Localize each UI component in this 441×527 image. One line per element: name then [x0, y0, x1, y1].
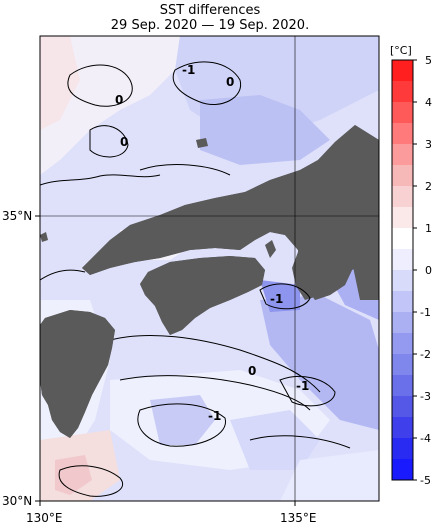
contour-label: 0	[115, 93, 123, 107]
colorbar-tick-label: 3	[425, 138, 432, 151]
x-tick-label: 130°E	[26, 511, 63, 525]
map-plot-area	[40, 36, 379, 501]
colorbar-tick-label: -4	[420, 432, 431, 445]
colorbar-swatch	[392, 102, 413, 124]
colorbar-swatch	[392, 354, 413, 376]
colorbar-swatch	[392, 438, 413, 460]
contour-label: -1	[208, 409, 221, 423]
colorbar-swatch	[392, 249, 413, 271]
x-tick-label: 135°E	[280, 511, 317, 525]
colorbar-tick-label: 5	[425, 54, 432, 67]
axis-ticks	[35, 215, 296, 506]
contour-label: -1	[296, 379, 309, 393]
graticule	[40, 36, 379, 501]
land-overlay	[40, 125, 379, 438]
map-title: SST differences	[159, 3, 261, 18]
awaji-island	[265, 240, 276, 258]
colorbar-tick-label: -5	[420, 474, 431, 487]
colorbar-swatch	[392, 396, 413, 418]
colorbar: [°C] 5 4 3 2 1 0 -1 -2 -3 -4 -5	[390, 44, 432, 487]
colorbar-swatch	[392, 123, 413, 145]
colorbar-swatch	[392, 165, 413, 187]
colorbar-tick-label: -2	[420, 348, 431, 361]
colorbar-swatch	[392, 186, 413, 208]
contour-label: 0	[248, 364, 256, 378]
contour-lines	[40, 61, 351, 497]
colorbar-swatch	[392, 459, 413, 481]
colorbar-swatch	[392, 60, 413, 82]
colorbar-swatch	[392, 270, 413, 292]
colorbar-tick-label: 1	[425, 222, 432, 235]
colorbar-swatch	[392, 81, 413, 103]
colorbar-swatch	[392, 144, 413, 166]
y-tick-label: 35°N	[2, 209, 32, 223]
contour-label: -1	[270, 292, 283, 306]
colorbar-swatch	[392, 207, 413, 229]
colorbar-tick-label: 2	[425, 180, 432, 193]
map-frame	[39, 35, 380, 502]
y-tick-label: 30°N	[2, 494, 32, 508]
colorbar-tick-label: 4	[425, 96, 432, 109]
colorbar-swatch	[392, 375, 413, 397]
colorbar-swatch	[392, 417, 413, 439]
oki-islands	[196, 138, 208, 148]
colorbar-swatch	[392, 291, 413, 313]
contour-label-group: 0 -1 0 0 0 -1 -1 -1	[115, 63, 309, 423]
colorbar-tick-label: -3	[420, 390, 431, 403]
colorbar-swatch	[392, 312, 413, 334]
colorbar-swatches	[392, 60, 413, 481]
contour-label: 0	[120, 135, 128, 149]
colorbar-ticks: 5 4 3 2 1 0 -1 -2 -3 -4 -5	[413, 54, 432, 487]
colorbar-tick-label: 0	[425, 264, 432, 277]
contour-label: 0	[226, 75, 234, 89]
small-island	[40, 232, 48, 242]
map-subtitle: 29 Sep. 2020 — 19 Sep. 2020.	[110, 18, 310, 33]
colorbar-swatch	[392, 333, 413, 355]
colorbar-tick-label: -1	[420, 306, 431, 319]
colorbar-unit: [°C]	[390, 44, 412, 57]
contour-label: -1	[182, 63, 195, 77]
colorbar-swatch	[392, 228, 413, 250]
